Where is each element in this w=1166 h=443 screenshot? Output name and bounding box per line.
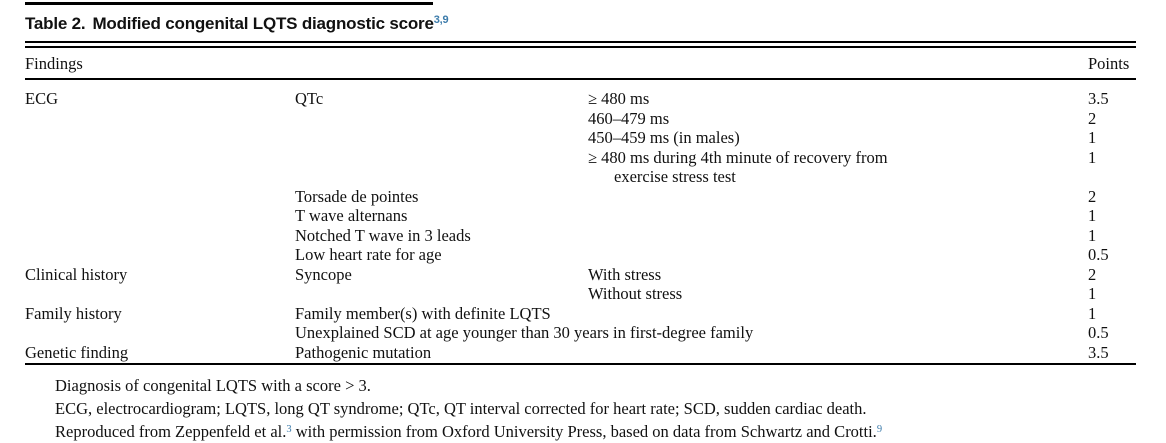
finding-cell: T wave alternans <box>295 206 408 225</box>
header-rule <box>25 78 1136 80</box>
criteria-cell <box>588 304 1088 324</box>
criteria-cell: ≥ 480 ms <box>588 89 650 108</box>
finding-cell: Family member(s) with definite LQTS <box>295 303 551 323</box>
criteria-cell <box>588 245 1088 265</box>
criteria-cell: ≥ 480 ms during 4th minute of recovery f… <box>588 148 1088 187</box>
points-cell: 0.5 <box>1088 245 1109 264</box>
category-cell: Clinical history <box>25 264 128 284</box>
criteria-cell <box>588 343 1088 363</box>
category-cell: Genetic finding <box>25 342 129 362</box>
finding-cell: QTc <box>295 89 324 108</box>
finding-cell <box>295 148 588 187</box>
findings-column-header: Findings <box>25 54 83 73</box>
category-cell <box>25 323 295 343</box>
category-cell <box>25 128 295 148</box>
table-row: Family history Family member(s) with def… <box>25 304 1136 324</box>
table-number-label: Table 2. <box>25 14 86 33</box>
table-row: 450–459 ms (in males) 1 <box>25 128 1136 148</box>
criteria-cell <box>588 206 1088 226</box>
table-row: T wave alternans 1 <box>25 206 1136 226</box>
citation-ref-9[interactable]: 9 <box>876 424 883 435</box>
points-cell: 1 <box>1088 303 1097 323</box>
points-cell: 1 <box>1088 225 1097 245</box>
table-row: ≥ 480 ms during 4th minute of recovery f… <box>25 148 1136 187</box>
table-row: 460–479 ms 2 <box>25 109 1136 129</box>
footnote-source: Reproduced from Zeppenfeld et al.3 with … <box>55 420 1136 443</box>
points-cell: 3.5 <box>1088 89 1109 108</box>
criteria-line-1: ≥ 480 ms during 4th minute of recovery f… <box>588 147 888 167</box>
footnote-abbreviations: ECG, electrocardiogram; LQTS, long QT sy… <box>55 399 867 418</box>
finding-cell <box>295 284 588 304</box>
points-cell: 3.5 <box>1088 342 1109 362</box>
table-title-text: Modified congenital LQTS diagnostic scor… <box>92 14 434 33</box>
footnote-source-text-2: with permission from Oxford University P… <box>291 422 877 441</box>
criteria-cell: 460–479 ms <box>588 108 670 128</box>
table-row: Torsade de pointes 2 <box>25 187 1136 207</box>
finding-cell: Torsade de pointes <box>295 186 419 206</box>
table-caption: Table 2. Modified congenital LQTS diagnos… <box>25 14 1136 33</box>
table-footnotes: Diagnosis of congenital LQTS with a scor… <box>25 365 1136 443</box>
category-cell: Family history <box>25 303 122 323</box>
points-cell: 2 <box>1088 108 1097 128</box>
finding-cell: Low heart rate for age <box>295 245 442 264</box>
category-cell <box>25 109 295 129</box>
points-cell: 1 <box>1088 147 1097 167</box>
finding-cell-wide: Unexplained SCD at age younger than 30 y… <box>295 323 754 342</box>
header-double-rule <box>25 41 1136 48</box>
caption-top-rule <box>25 2 433 5</box>
criteria-cell: 450–459 ms (in males) <box>588 128 740 147</box>
finding-cell: Syncope <box>295 264 352 284</box>
table-bottom-rule <box>25 363 1136 365</box>
criteria-cell <box>588 226 1088 246</box>
category-cell <box>25 226 295 246</box>
table-row: Clinical history Syncope With stress 2 <box>25 265 1136 285</box>
category-cell <box>25 245 295 265</box>
points-cell: 1 <box>1088 206 1097 225</box>
table-row: Unexplained SCD at age younger than 30 y… <box>25 323 1136 343</box>
points-cell: 2 <box>1088 264 1097 284</box>
citation-ref-3[interactable]: 3 <box>286 424 292 435</box>
finding-cell: Pathogenic mutation <box>295 342 432 362</box>
category-cell <box>25 148 295 187</box>
footnote-diagnosis: Diagnosis of congenital LQTS with a scor… <box>55 376 371 395</box>
table-row: ECG QTc ≥ 480 ms 3.5 <box>25 89 1136 109</box>
column-header-row: Findings Points <box>25 48 1136 78</box>
finding-cell <box>295 109 588 129</box>
table-row: Low heart rate for age 0.5 <box>25 245 1136 265</box>
points-cell: 2 <box>1088 186 1097 206</box>
finding-cell <box>295 128 588 148</box>
category-cell <box>25 187 295 207</box>
category-cell: ECG <box>25 89 58 108</box>
points-cell: 1 <box>1088 128 1097 147</box>
table-row: Without stress 1 <box>25 284 1136 304</box>
points-column-header: Points <box>1088 54 1130 73</box>
footnote-source-text: Reproduced from Zeppenfeld et al. <box>55 422 287 441</box>
criteria-cell: Without stress <box>588 284 683 303</box>
criteria-cell: With stress <box>588 264 662 284</box>
criteria-line-2: exercise stress test <box>614 167 736 186</box>
diagnostic-score-table: ECG QTc ≥ 480 ms 3.5 460–479 ms 2 450–45… <box>25 89 1136 362</box>
category-cell <box>25 284 295 304</box>
category-cell <box>25 206 295 226</box>
points-cell: 1 <box>1088 284 1097 303</box>
table-row: Notched T wave in 3 leads 1 <box>25 226 1136 246</box>
finding-cell: Notched T wave in 3 leads <box>295 225 471 245</box>
criteria-cell <box>588 187 1088 207</box>
table-row: Genetic finding Pathogenic mutation 3.5 <box>25 343 1136 363</box>
citation-ref-title[interactable]: 3,9 <box>433 14 449 26</box>
points-cell: 0.5 <box>1088 323 1109 342</box>
